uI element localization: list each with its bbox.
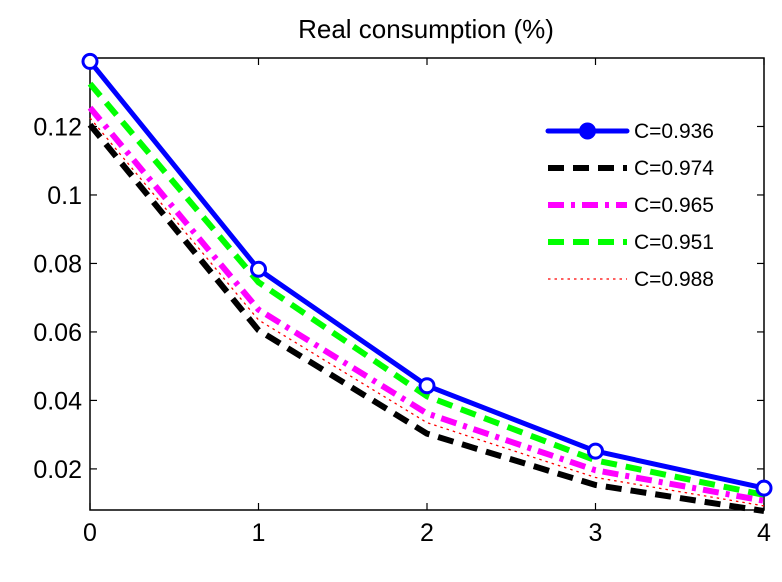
- data-point: [755, 479, 773, 497]
- legend-label: C=0.936: [634, 120, 714, 143]
- x-tick-label: 0: [83, 519, 97, 547]
- series-lines: [81, 52, 773, 514]
- y-tick-label: 0.04: [33, 387, 82, 415]
- x-tick-label: 3: [589, 519, 603, 547]
- series-line: [87, 105, 765, 504]
- y-tick-label: 0.08: [33, 250, 82, 278]
- y-tick-label: 0.02: [33, 456, 82, 484]
- data-point: [81, 52, 99, 70]
- x-tick-label: 2: [420, 519, 434, 547]
- data-point: [587, 442, 604, 460]
- y-tick-label: 0.12: [33, 113, 82, 141]
- data-point: [418, 377, 436, 395]
- legend-marker: [579, 122, 596, 140]
- y-tick-label: 0.1: [47, 182, 82, 210]
- x-tick-label: 1: [252, 519, 266, 547]
- series-line: [87, 81, 765, 498]
- legend-label: C=0.965: [634, 194, 714, 217]
- series-line: [87, 122, 765, 514]
- legend-label: C=0.988: [634, 268, 714, 291]
- y-tick-label: 0.06: [33, 319, 82, 347]
- data-point: [250, 260, 267, 278]
- legend-label: C=0.951: [634, 231, 714, 254]
- axes: 0 1 2 3 4 0.02 0.04 0.06 0.08 0.1 0.12: [33, 58, 771, 547]
- chart-title: Real consumption (%): [298, 14, 554, 44]
- legend-label: C=0.974: [634, 157, 714, 180]
- x-tick-label: 4: [757, 519, 771, 547]
- legend: C=0.936 C=0.974 C=0.965 C=0.951 C=0.988: [545, 120, 714, 291]
